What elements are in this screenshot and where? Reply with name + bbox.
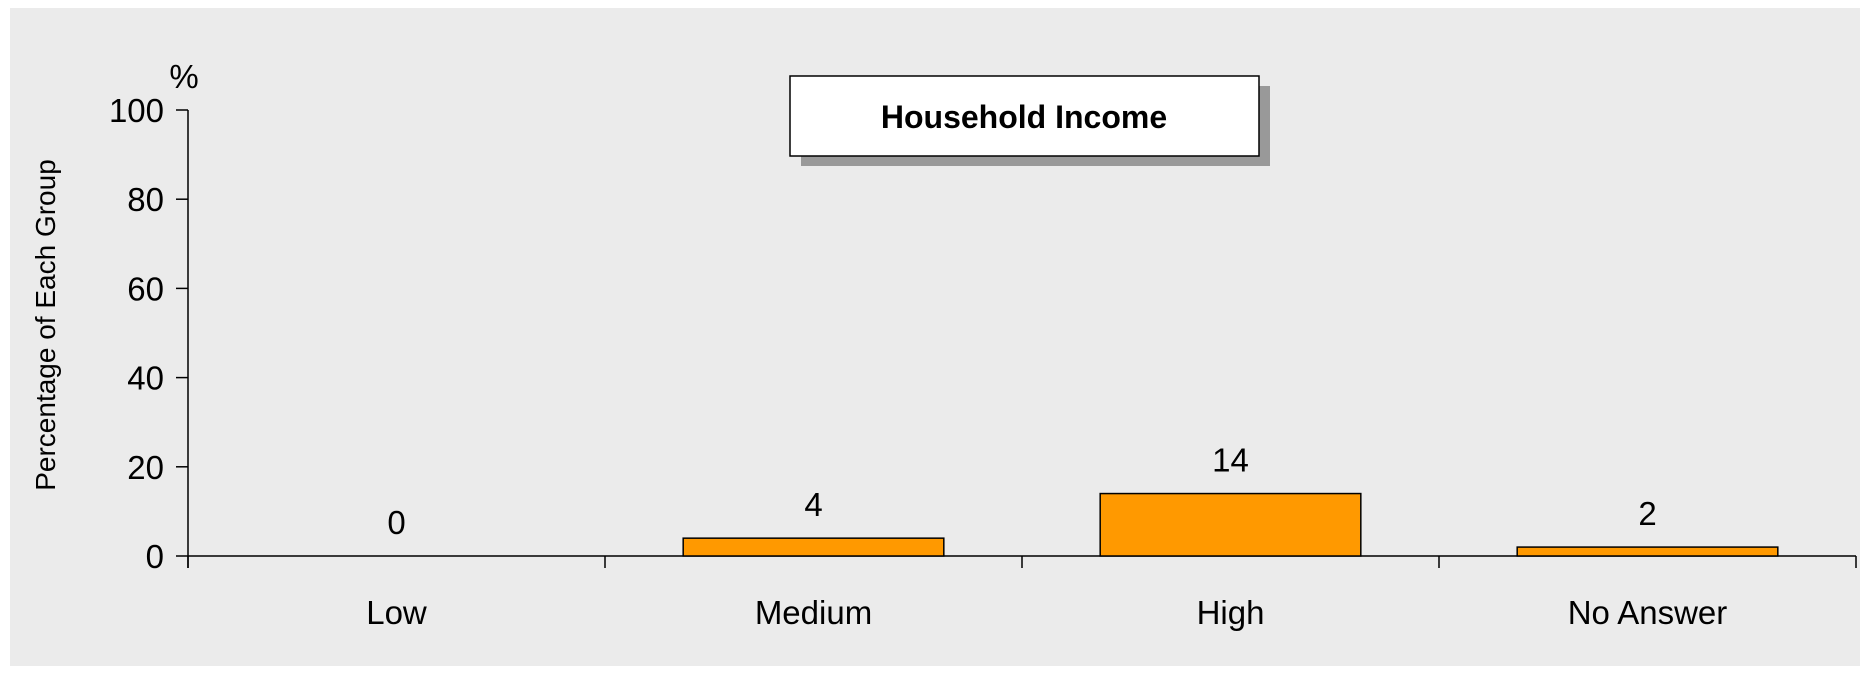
data-label: 14 — [1212, 442, 1249, 479]
x-tick-label: Medium — [755, 594, 872, 631]
x-tick-label: High — [1197, 594, 1265, 631]
y-axis-label: Percentage of Each Group — [30, 159, 61, 491]
y-tick-label: 80 — [127, 181, 164, 218]
chart-title-box: Household Income — [789, 75, 1270, 166]
data-label: 4 — [804, 486, 822, 523]
data-label: 2 — [1638, 495, 1656, 532]
y-tick-label: 0 — [146, 538, 164, 575]
title-frame — [789, 75, 1260, 157]
bar-medium — [682, 537, 945, 557]
x-tick-label: Low — [366, 594, 427, 631]
bars: 0 4 14 2 — [387, 442, 1779, 557]
y-tick-label: 40 — [127, 360, 164, 397]
y-tick-label: 60 — [127, 270, 164, 307]
bar-high — [1099, 492, 1362, 557]
bar-no-answer — [1516, 546, 1779, 557]
y-tick-label: 100 — [109, 92, 164, 129]
y-tick-label: 20 — [127, 449, 164, 486]
chart-title: Household Income — [881, 99, 1167, 135]
data-label: 0 — [387, 504, 405, 541]
x-tick-label: No Answer — [1568, 594, 1728, 631]
y-unit-label: % — [169, 58, 198, 95]
